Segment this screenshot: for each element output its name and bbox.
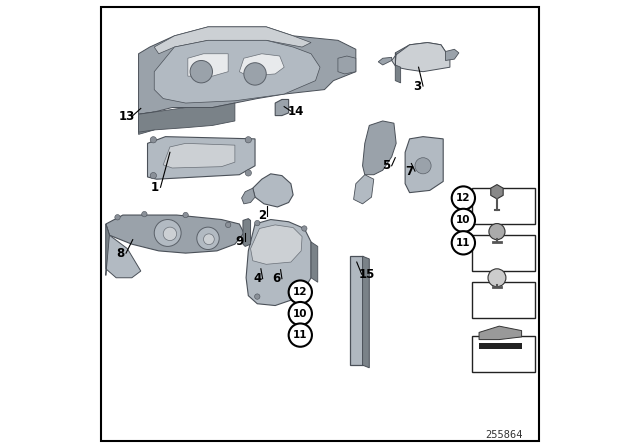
Text: 1: 1 <box>151 181 159 194</box>
Polygon shape <box>396 43 445 65</box>
Circle shape <box>289 323 312 347</box>
Polygon shape <box>139 112 154 134</box>
Circle shape <box>255 294 260 299</box>
Circle shape <box>415 158 431 174</box>
Polygon shape <box>106 215 244 253</box>
Circle shape <box>204 234 214 245</box>
Circle shape <box>255 220 260 226</box>
Polygon shape <box>242 188 255 204</box>
Bar <box>472 336 535 372</box>
Text: 2: 2 <box>258 209 266 223</box>
Circle shape <box>197 227 219 250</box>
Circle shape <box>245 137 252 143</box>
Bar <box>472 282 535 318</box>
Bar <box>479 343 522 349</box>
Text: 5: 5 <box>382 159 390 172</box>
Polygon shape <box>251 225 302 264</box>
Circle shape <box>183 212 188 218</box>
Circle shape <box>301 226 307 231</box>
Text: 6: 6 <box>273 272 281 285</box>
Text: 14: 14 <box>288 104 305 118</box>
Text: 15: 15 <box>359 267 375 281</box>
Text: 7: 7 <box>406 164 413 178</box>
Polygon shape <box>378 57 392 65</box>
Circle shape <box>452 231 475 254</box>
Text: 11: 11 <box>456 238 470 248</box>
Circle shape <box>190 60 212 83</box>
Circle shape <box>225 222 231 228</box>
Circle shape <box>488 269 506 287</box>
Circle shape <box>163 227 177 241</box>
Circle shape <box>154 220 181 246</box>
Circle shape <box>244 63 266 85</box>
Polygon shape <box>246 220 311 306</box>
Polygon shape <box>106 224 141 278</box>
Text: 13: 13 <box>118 110 134 123</box>
Text: 4: 4 <box>253 272 261 285</box>
Circle shape <box>150 172 157 179</box>
Text: 3: 3 <box>413 79 422 93</box>
Polygon shape <box>362 256 369 368</box>
Polygon shape <box>445 49 459 60</box>
Circle shape <box>489 224 505 240</box>
Circle shape <box>452 186 475 210</box>
Polygon shape <box>351 256 362 365</box>
Polygon shape <box>392 43 450 72</box>
Polygon shape <box>253 174 293 207</box>
Circle shape <box>452 209 475 232</box>
Polygon shape <box>163 143 235 168</box>
Polygon shape <box>139 103 235 132</box>
Circle shape <box>141 211 147 217</box>
Polygon shape <box>188 54 228 76</box>
Polygon shape <box>396 53 401 83</box>
Circle shape <box>115 215 120 220</box>
Polygon shape <box>491 185 503 199</box>
Polygon shape <box>311 242 317 282</box>
Text: 8: 8 <box>116 246 125 260</box>
Bar <box>472 235 535 271</box>
Text: 11: 11 <box>293 330 308 340</box>
Text: 9: 9 <box>236 234 243 248</box>
Polygon shape <box>106 224 109 276</box>
Polygon shape <box>405 137 443 193</box>
Circle shape <box>289 280 312 304</box>
Polygon shape <box>243 219 251 246</box>
Bar <box>472 188 535 224</box>
Text: 10: 10 <box>456 215 470 225</box>
Circle shape <box>289 302 312 325</box>
Polygon shape <box>139 27 356 114</box>
Text: 12: 12 <box>456 193 470 203</box>
Polygon shape <box>338 56 356 74</box>
Polygon shape <box>479 326 522 340</box>
Text: 10: 10 <box>293 309 308 319</box>
Circle shape <box>300 291 305 296</box>
Polygon shape <box>239 54 284 76</box>
Polygon shape <box>148 137 255 179</box>
Circle shape <box>150 137 157 143</box>
Text: 12: 12 <box>293 287 308 297</box>
Polygon shape <box>362 121 396 175</box>
Polygon shape <box>353 175 374 204</box>
Text: 255864: 255864 <box>485 431 522 440</box>
Polygon shape <box>275 99 289 116</box>
Polygon shape <box>154 40 320 103</box>
Circle shape <box>245 170 252 176</box>
Polygon shape <box>154 27 311 54</box>
